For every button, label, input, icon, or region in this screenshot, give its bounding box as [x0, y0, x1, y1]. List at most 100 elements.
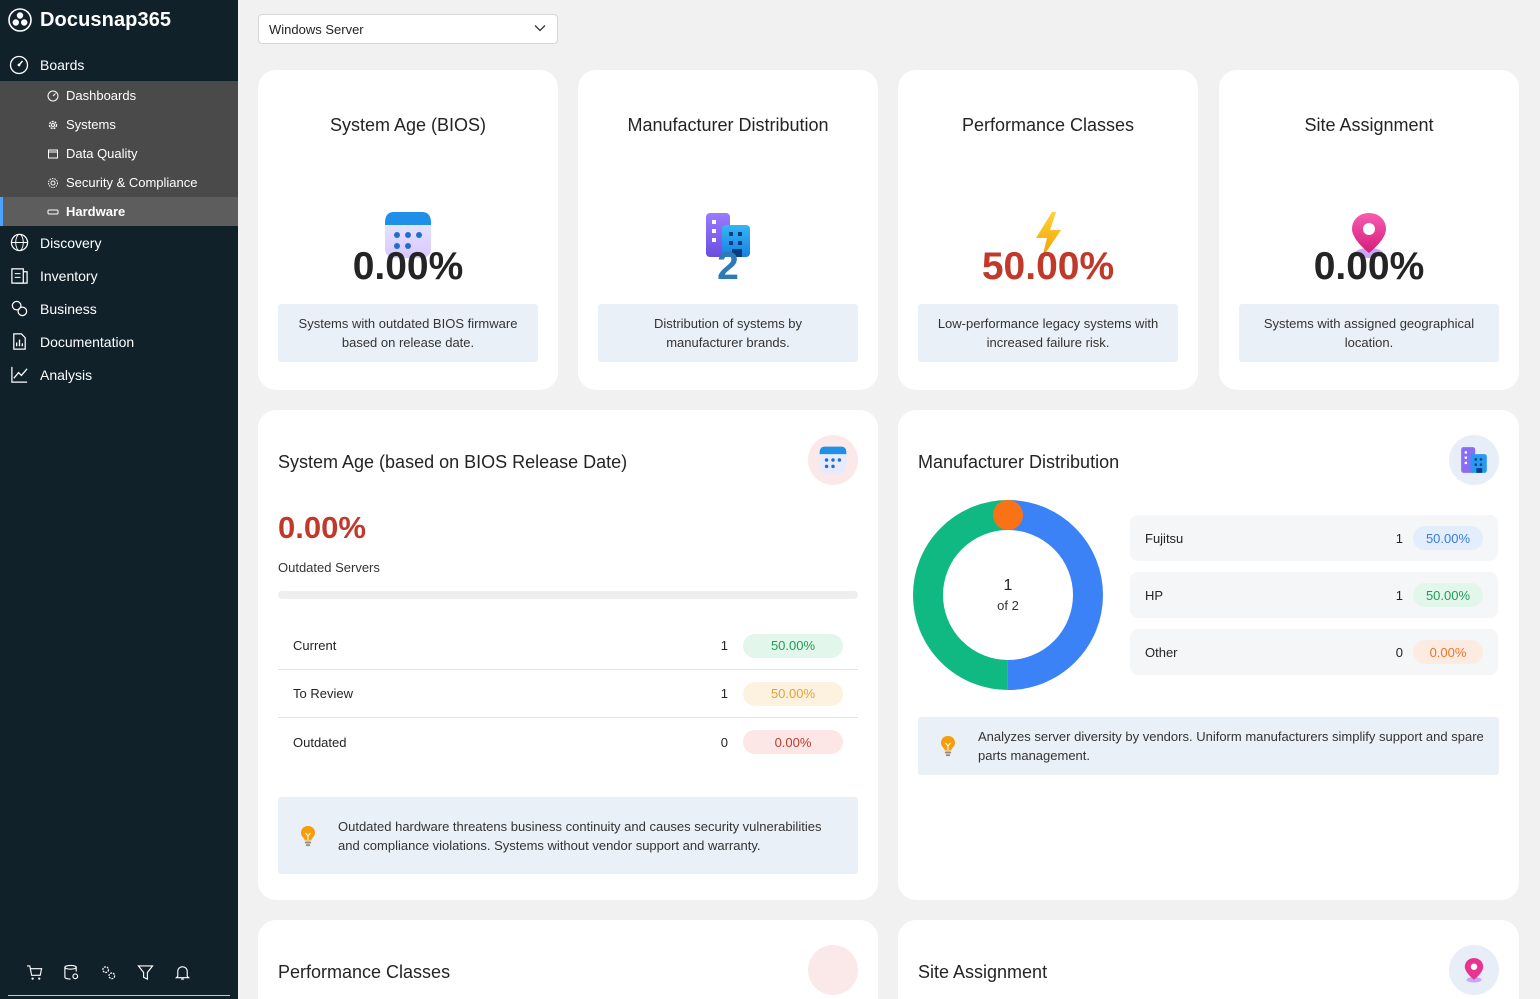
calendar-badge: [808, 435, 858, 485]
manufacturer-count: 0: [1395, 644, 1403, 660]
system-type-select-value: Windows Server: [269, 21, 364, 37]
kpi-card-performance[interactable]: Performance Classes 50.00% Low-performan…: [898, 70, 1198, 390]
nav-security-compliance-label: Security & Compliance: [66, 175, 198, 190]
nav-hardware-label: Hardware: [66, 204, 126, 219]
app-name: Docusnap365: [40, 8, 172, 31]
nav-documentation[interactable]: Documentation: [0, 325, 238, 358]
nav-data-quality-label: Data Quality: [66, 146, 138, 161]
kpi-description: Low-performance legacy systems with incr…: [918, 304, 1178, 362]
manufacturer-donut-chart[interactable]: 1 of 2: [913, 500, 1103, 690]
donut-center-label: of 2: [997, 598, 1019, 613]
nav-discovery[interactable]: Discovery: [0, 226, 238, 259]
kpi-value: 50.00%: [981, 245, 1115, 288]
row-label: Outdated: [293, 734, 347, 750]
line-chart-icon: [8, 364, 30, 386]
nav-data-quality[interactable]: Data Quality: [0, 139, 238, 168]
nav-business-label: Business: [40, 300, 97, 317]
hardware-icon: [46, 205, 60, 219]
location-pin-icon: [1352, 213, 1386, 258]
kpi-description: Systems with assigned geographical locat…: [1239, 304, 1499, 362]
manufacturer-row[interactable]: Other 0 0.00%: [1130, 629, 1498, 675]
manufacturer-row[interactable]: Fujitsu 1 50.00%: [1130, 515, 1498, 561]
manufacturer-percentage-badge: 50.00%: [1413, 526, 1483, 550]
kpi-value: 0.00%: [1313, 245, 1425, 288]
nav-dashboards-label: Dashboards: [66, 88, 137, 103]
location-pin-icon: [1464, 958, 1484, 983]
chevron-down-icon: [533, 21, 547, 38]
row-percentage-badge: 0.00%: [743, 730, 843, 754]
nav-hardware[interactable]: Hardware: [0, 197, 238, 226]
row-count: 1: [720, 638, 728, 653]
site-assignment-title: Site Assignment: [918, 962, 1048, 982]
nav-analysis-label: Analysis: [40, 366, 93, 383]
system-age-hint-text: Outdated hardware threatens business con…: [338, 818, 822, 853]
nav-security-compliance[interactable]: Security & Compliance: [0, 168, 238, 197]
system-age-card: System Age (based on BIOS Release Date) …: [258, 410, 878, 900]
performance-badge: [808, 945, 858, 995]
window-icon: [46, 147, 60, 161]
nav-business[interactable]: Business: [0, 292, 238, 325]
bell-icon[interactable]: [173, 963, 192, 982]
kpi-description: Distribution of systems by manufacturer …: [598, 304, 858, 362]
nav-boards-label: Boards: [40, 56, 85, 73]
donut-center-value: 1: [1003, 577, 1013, 594]
docusnap-logo-icon: [8, 8, 32, 32]
settings-icon[interactable]: [99, 963, 118, 982]
document-icon: [8, 331, 30, 353]
main-nav: Boards Dashboards Systems Data Quality S…: [0, 48, 238, 391]
row-count: 1: [720, 686, 728, 701]
outdated-percentage: 0.00%: [278, 510, 366, 545]
kpi-card-site-assignment[interactable]: Site Assignment 0.00% Systems with assig…: [1219, 70, 1519, 390]
manufacturer-name: Fujitsu: [1145, 530, 1184, 546]
sidebar: Docusnap365 Boards Dashboards Systems Da…: [0, 0, 238, 999]
donut-center: 1 of 2: [913, 500, 1103, 690]
cart-icon[interactable]: [25, 963, 44, 982]
system-type-select[interactable]: Windows Server: [258, 14, 558, 44]
nav-discovery-label: Discovery: [40, 234, 102, 251]
manufacturer-name: Other: [1145, 644, 1178, 660]
manufacturer-row[interactable]: HP 1 50.00%: [1130, 572, 1498, 618]
kpi-description: Systems with outdated BIOS firmware base…: [278, 304, 538, 362]
kpi-title: Manufacturer Distribution: [627, 115, 829, 135]
row-count: 0: [720, 734, 728, 750]
nav-dashboards[interactable]: Dashboards: [0, 81, 238, 110]
manufacturer-hint-text: Analyzes server diversity by vendors. Un…: [978, 729, 1484, 763]
dashboard-icon: [46, 89, 60, 103]
gauge-icon: [8, 54, 30, 76]
manufacturer-card: Manufacturer Distribution 1 of 2 Fujitsu…: [898, 410, 1519, 900]
row-label: To Review: [293, 686, 353, 701]
outdated-label: Outdated Servers: [278, 560, 380, 575]
building-icon: [1461, 447, 1487, 473]
brand[interactable]: Docusnap365: [8, 6, 171, 34]
nav-analysis[interactable]: Analysis: [0, 358, 238, 391]
kpi-title: Performance Classes: [961, 115, 1135, 135]
kpi-card-system-age[interactable]: System Age (BIOS) 0.00% Systems with out…: [258, 70, 558, 390]
calendar-icon: [819, 446, 847, 474]
performance-card: Performance Classes: [258, 920, 878, 999]
cog-icon: [46, 176, 60, 190]
nav-documentation-label: Documentation: [40, 333, 135, 350]
boards-submenu: Dashboards Systems Data Quality Security…: [0, 81, 238, 226]
site-assignment-card: Site Assignment: [898, 920, 1519, 999]
outdated-progress-bar: [278, 591, 858, 599]
table-row[interactable]: Current 1 50.00%: [278, 622, 858, 670]
manufacturer-hint: Analyzes server diversity by vendors. Un…: [918, 717, 1499, 775]
nav-inventory[interactable]: Inventory: [0, 259, 238, 292]
lightbulb-icon: [941, 736, 955, 757]
filter-icon[interactable]: [136, 963, 155, 982]
manufacturer-percentage-badge: 0.00%: [1413, 640, 1483, 664]
nav-boards[interactable]: Boards: [0, 48, 238, 81]
building-icon: [706, 213, 750, 257]
row-label: Current: [293, 638, 337, 653]
kpi-card-manufacturer[interactable]: Manufacturer Distribution 2 Distribution…: [578, 70, 878, 390]
footer-divider: [8, 995, 230, 996]
database-settings-icon[interactable]: [62, 963, 81, 982]
globe-icon: [8, 232, 30, 254]
manufacturer-count: 1: [1395, 530, 1403, 546]
table-row[interactable]: Outdated 0 0.00%: [278, 718, 858, 766]
nav-systems[interactable]: Systems: [0, 110, 238, 139]
table-row[interactable]: To Review 1 50.00%: [278, 670, 858, 718]
donut-segment-other[interactable]: [993, 500, 1023, 530]
gear-icon: [46, 118, 60, 132]
nav-inventory-label: Inventory: [40, 267, 98, 284]
